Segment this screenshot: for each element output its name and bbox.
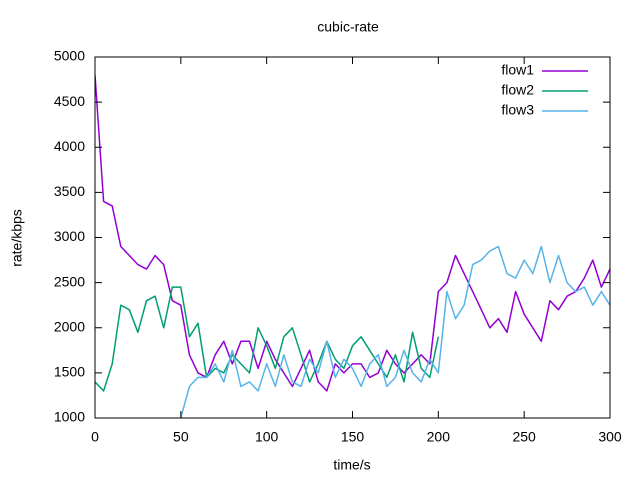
series-line: [95, 75, 610, 392]
x-axis-label: time/s: [333, 457, 370, 473]
y-tick-label: 3000: [54, 228, 85, 244]
series-line: [95, 286, 440, 392]
y-tick-label: 1500: [54, 364, 85, 380]
x-tick-label: 50: [173, 429, 189, 445]
x-tick-label: 300: [598, 429, 622, 445]
series-line: [180, 245, 610, 418]
plot-area: [95, 75, 610, 418]
legend-label: flow1: [501, 62, 534, 78]
legend-label: flow3: [501, 102, 534, 118]
y-tick-label: 2500: [54, 273, 85, 289]
y-tick-label: 5000: [54, 48, 85, 64]
y-tick-label: 3500: [54, 183, 85, 199]
x-tick-label: 200: [427, 429, 451, 445]
x-tick-label: 100: [255, 429, 279, 445]
chart-title: cubic-rate: [317, 19, 379, 35]
y-tick-label: 2000: [54, 318, 85, 334]
y-tick-label: 1000: [54, 409, 85, 425]
y-tick-label: 4500: [54, 93, 85, 109]
x-tick-label: 0: [91, 429, 99, 445]
x-tick-label: 250: [512, 429, 536, 445]
x-tick-label: 150: [341, 429, 365, 445]
y-axis-label: rate/kbps: [9, 209, 25, 267]
y-tick-label: 4000: [54, 138, 85, 154]
legend-label: flow2: [501, 82, 534, 98]
